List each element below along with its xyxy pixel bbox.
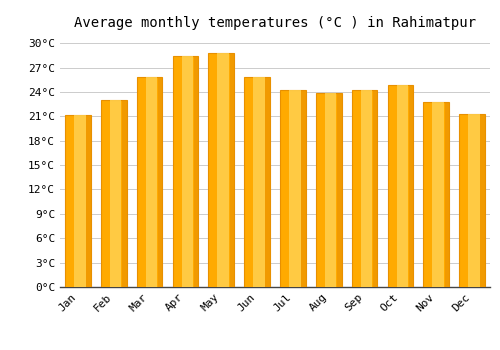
Bar bbox=[146, 77, 158, 287]
Bar bbox=[65, 115, 91, 287]
Bar bbox=[316, 93, 342, 287]
Bar bbox=[122, 100, 126, 287]
Bar bbox=[352, 90, 378, 287]
Bar bbox=[459, 114, 485, 287]
Title: Average monthly temperatures (°C ) in Rahimatpur: Average monthly temperatures (°C ) in Ra… bbox=[74, 16, 476, 30]
Bar bbox=[230, 53, 234, 287]
Bar bbox=[388, 85, 413, 287]
Bar bbox=[182, 56, 193, 287]
Bar bbox=[337, 93, 342, 287]
Bar bbox=[432, 102, 444, 287]
Bar bbox=[301, 90, 306, 287]
Bar bbox=[172, 56, 199, 287]
Bar bbox=[208, 53, 234, 287]
Bar bbox=[266, 77, 270, 287]
Bar bbox=[480, 114, 485, 287]
Bar bbox=[468, 114, 480, 287]
Bar bbox=[289, 90, 300, 287]
Bar bbox=[373, 90, 378, 287]
Bar bbox=[396, 85, 408, 287]
Bar bbox=[86, 115, 91, 287]
Bar bbox=[194, 56, 198, 287]
Bar bbox=[110, 100, 122, 287]
Bar bbox=[408, 85, 414, 287]
Bar bbox=[101, 100, 126, 287]
Bar bbox=[444, 102, 449, 287]
Bar bbox=[74, 115, 86, 287]
Bar bbox=[253, 77, 265, 287]
Bar bbox=[424, 102, 449, 287]
Bar bbox=[360, 90, 372, 287]
Bar bbox=[325, 93, 336, 287]
Bar bbox=[136, 77, 162, 287]
Bar bbox=[244, 77, 270, 287]
Bar bbox=[158, 77, 162, 287]
Bar bbox=[218, 53, 229, 287]
Bar bbox=[280, 90, 306, 287]
